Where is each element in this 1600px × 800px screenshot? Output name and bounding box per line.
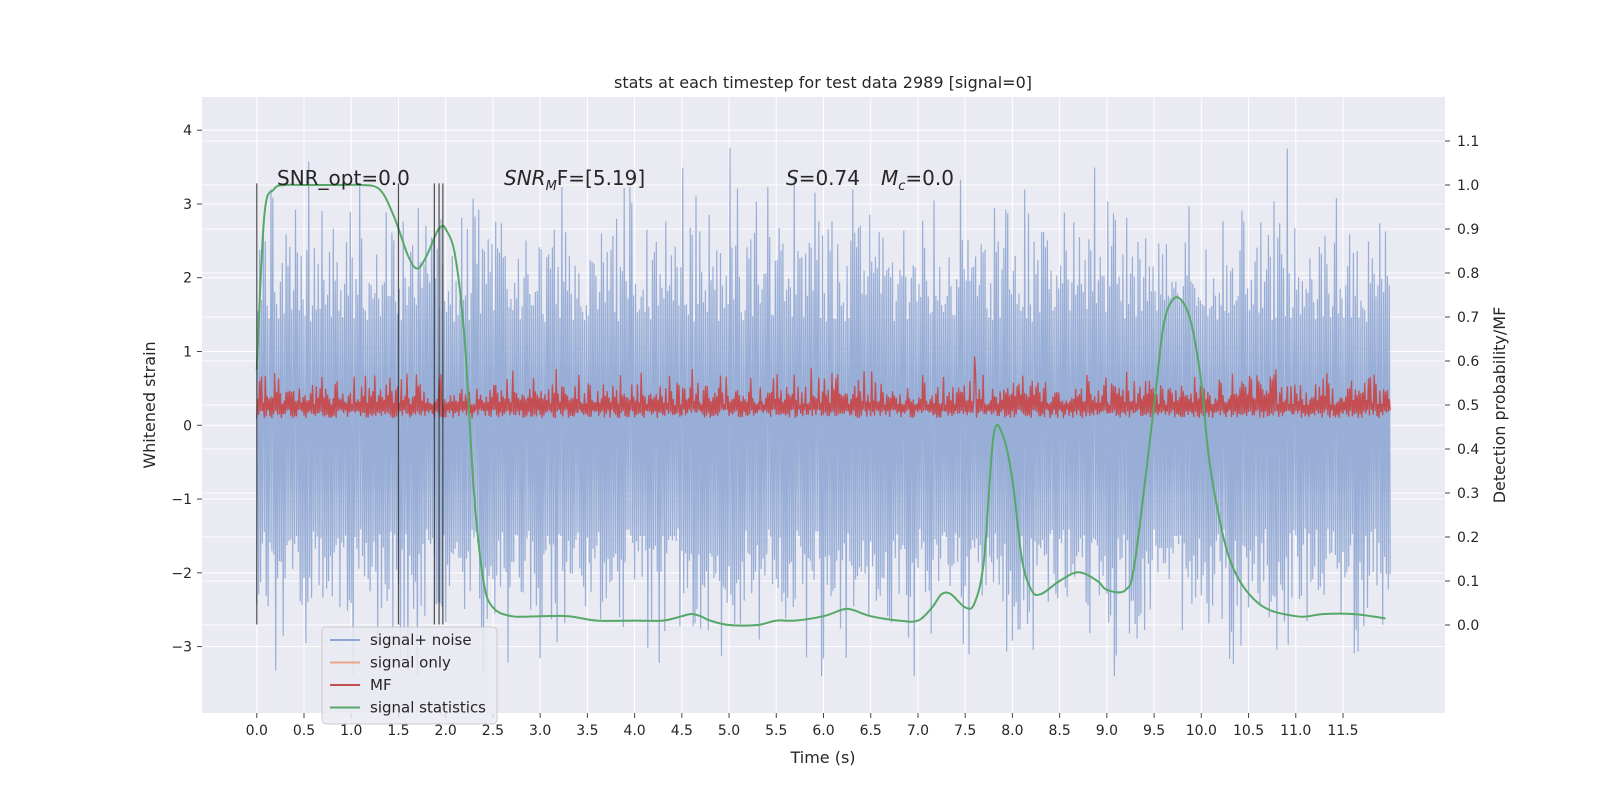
x-tick-label: 8.0 — [1001, 723, 1023, 739]
x-tick-label: 3.5 — [576, 723, 598, 739]
y-left-tick-label: −1 — [171, 492, 192, 508]
x-tick-label: 7.5 — [954, 723, 976, 739]
legend-label: MF — [370, 676, 392, 694]
y-right-tick-label: 0.0 — [1457, 618, 1479, 634]
y-right-tick-label: 0.4 — [1457, 442, 1479, 458]
y-right-tick-label: 0.2 — [1457, 530, 1479, 546]
y-right-tick-label: 0.9 — [1457, 222, 1479, 238]
x-tick-label: 10.0 — [1186, 723, 1217, 739]
x-tick-label: 6.0 — [812, 723, 834, 739]
y-axis-label-left: Whitened strain — [140, 341, 159, 468]
x-tick-label: 2.0 — [435, 723, 457, 739]
series-signal-noise-line — [256, 147, 1391, 677]
y-right-tick-label: 0.6 — [1457, 354, 1479, 370]
x-tick-label: 4.5 — [671, 723, 693, 739]
chart-title: stats at each timestep for test data 298… — [614, 73, 1032, 92]
x-tick-label: 0.0 — [246, 723, 268, 739]
y-right-tick-label: 0.3 — [1457, 486, 1479, 502]
legend-box — [321, 626, 498, 725]
x-tick-label: 1.5 — [387, 723, 409, 739]
x-tick-label: 5.0 — [718, 723, 740, 739]
x-tick-label: 2.5 — [482, 723, 504, 739]
legend: signal+ noise signal only MF signal statist… — [321, 626, 498, 725]
y-right-tick-label: 1.1 — [1457, 134, 1479, 150]
y-right-tick-label: 1.0 — [1457, 178, 1479, 194]
x-tick-label: 11.5 — [1327, 723, 1358, 739]
annotation-snr-mf: SNRMF=[5.19] — [504, 166, 645, 194]
y-left-tick-label: −3 — [171, 640, 192, 656]
legend-label: signal only — [370, 654, 451, 672]
axes-layer: 0.0 0.5 1.0 1.5 2.0 2.5 3.0 3.5 4.0 4.5 5.0 5.5 6.0 6… — [171, 123, 1479, 739]
x-axis-label: Time (s) — [789, 748, 855, 767]
y-axis-label-right: Detection probability/MF — [1490, 307, 1509, 504]
x-tick-label: 5.5 — [765, 723, 787, 739]
series-mf-line — [256, 356, 1391, 419]
y-right-tick-label: 0.1 — [1457, 574, 1479, 590]
series-signal-statistics-line — [255, 183, 1386, 627]
legend-label: signal+ noise — [370, 631, 472, 649]
x-tick-label: 0.5 — [293, 723, 315, 739]
x-tick-label: 8.5 — [1048, 723, 1070, 739]
legend-label: signal statistics — [370, 699, 486, 717]
annotation-s: S=0.74 — [786, 166, 860, 190]
y-left-tick-label: 2 — [183, 271, 192, 287]
x-tick-label: 3.0 — [529, 723, 551, 739]
x-tick-label: 7.0 — [907, 723, 929, 739]
x-tick-label: 1.0 — [340, 723, 362, 739]
y-left-tick-label: 3 — [183, 197, 192, 213]
y-right-tick-label: 0.5 — [1457, 398, 1479, 414]
x-tick-label: 11.0 — [1280, 723, 1311, 739]
y-right-tick-label: 0.7 — [1457, 310, 1479, 326]
y-left-tick-label: 1 — [183, 345, 192, 361]
y-left-tick-label: 4 — [183, 123, 192, 139]
annotation-mc: Mc=0.0 — [881, 166, 954, 194]
x-tick-label: 4.0 — [623, 723, 645, 739]
y-right-tick-label: 0.8 — [1457, 266, 1479, 282]
x-tick-label: 9.5 — [1143, 723, 1165, 739]
series-layer — [255, 147, 1391, 677]
y-left-tick-label: 0 — [183, 418, 192, 434]
x-tick-label: 9.0 — [1096, 723, 1118, 739]
x-tick-label: 6.5 — [860, 723, 882, 739]
y-left-tick-label: −2 — [171, 566, 192, 582]
annotation-snr-opt: SNR_opt=0.0 — [277, 166, 410, 190]
x-tick-label: 10.5 — [1233, 723, 1264, 739]
vlines-layer — [256, 183, 444, 625]
